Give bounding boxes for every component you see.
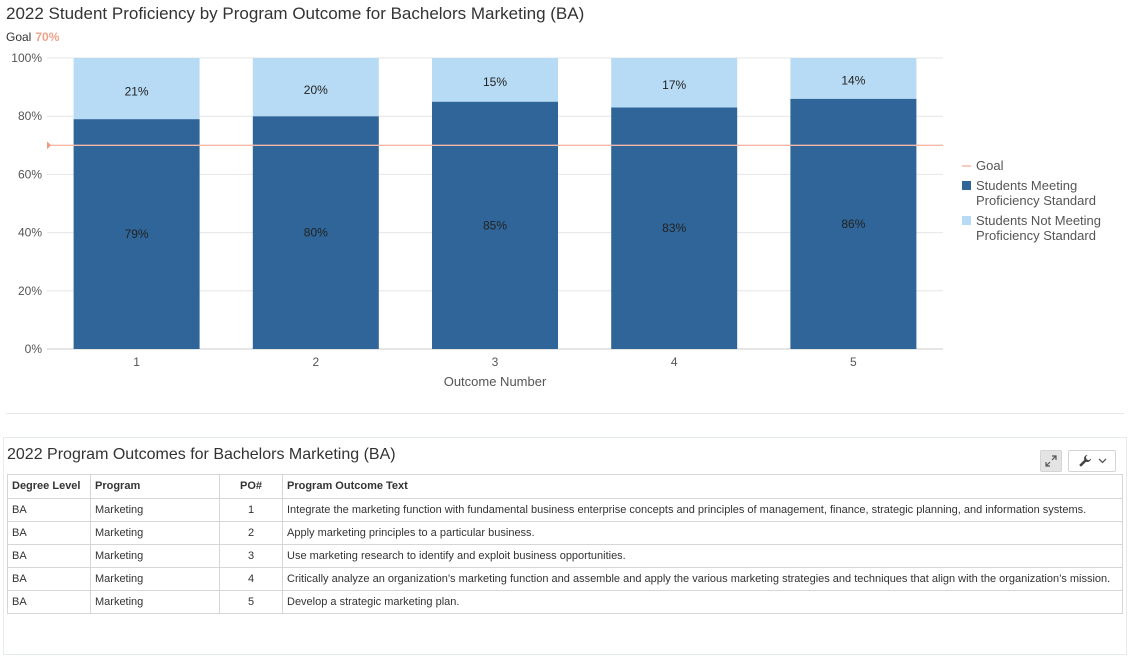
data-label: 83% <box>662 221 686 235</box>
bar-meeting <box>73 119 200 349</box>
legend-label: Proficiency Standard <box>976 228 1096 243</box>
cell-degree-level: BA <box>7 567 91 591</box>
bar-meeting <box>790 98 917 350</box>
bar-not-meeting <box>790 58 917 99</box>
table-row: BA Marketing 3 Use marketing research to… <box>7 544 1123 568</box>
data-label: 85% <box>483 218 507 232</box>
cell-po-number: 4 <box>219 567 283 591</box>
data-label: 14% <box>841 73 865 87</box>
cell-program: Marketing <box>90 544 220 568</box>
cell-degree-level: BA <box>7 590 91 614</box>
bar-meeting <box>432 101 558 350</box>
cell-po-number: 5 <box>219 590 283 614</box>
goal-marker <box>47 141 51 150</box>
y-tick-label: 40% <box>18 226 42 240</box>
x-tick-label: 5 <box>850 355 857 369</box>
x-tick-label: 1 <box>133 355 140 369</box>
goal-caption-value: 70% <box>35 30 60 44</box>
column-header[interactable]: PO# <box>219 474 283 499</box>
y-tick-label: 60% <box>18 167 42 181</box>
x-axis-label: Outcome Number <box>444 374 547 389</box>
cell-outcome-text: Apply marketing principles to a particul… <box>282 521 1123 545</box>
section-divider <box>6 413 1124 414</box>
bar-meeting <box>611 107 738 349</box>
y-tick-label: 80% <box>18 109 42 123</box>
cell-program: Marketing <box>90 567 220 591</box>
table-row: BA Marketing 1 Integrate the marketing f… <box>7 498 1123 522</box>
column-header[interactable]: Program Outcome Text <box>282 474 1123 499</box>
panel-title: 2022 Program Outcomes for Bachelors Mark… <box>7 446 396 463</box>
bar-not-meeting <box>432 58 558 102</box>
bar-not-meeting <box>252 58 379 117</box>
column-header[interactable]: Program <box>90 474 220 499</box>
goal-caption: Goal 70% <box>6 30 59 44</box>
data-label: 20% <box>304 83 328 97</box>
data-label: 86% <box>841 217 865 231</box>
cell-program: Marketing <box>90 590 220 614</box>
program-outcomes-table: Degree Level Program PO# Program Outcome… <box>7 474 1123 614</box>
y-tick-label: 0% <box>25 342 43 356</box>
data-label: 21% <box>125 85 149 99</box>
cell-degree-level: BA <box>7 498 91 522</box>
y-tick-label: 20% <box>18 284 42 298</box>
legend-label: Proficiency Standard <box>976 193 1096 208</box>
table-row: BA Marketing 5 Develop a strategic marke… <box>7 590 1123 614</box>
expand-button[interactable] <box>1040 450 1062 472</box>
cell-outcome-text: Critically analyze an organization’s mar… <box>282 567 1123 591</box>
x-tick-label: 4 <box>671 355 678 369</box>
cell-po-number: 1 <box>219 498 283 522</box>
x-tick-label: 2 <box>312 355 319 369</box>
data-label: 17% <box>662 78 686 92</box>
cell-degree-level: BA <box>7 544 91 568</box>
data-label: 79% <box>125 227 149 241</box>
goal-caption-label: Goal <box>6 30 32 44</box>
x-tick-label: 3 <box>492 355 499 369</box>
cell-degree-level: BA <box>7 521 91 545</box>
bar-not-meeting <box>73 58 200 120</box>
wrench-icon <box>1078 455 1091 467</box>
proficiency-chart: 0% 20% 40% 60% 80% 100% 79% 21% 1 80% 20% 2 85% 15% 3 8… <box>11 51 1101 389</box>
bar-meeting <box>252 116 379 349</box>
chart-title: 2022 Student Proficiency by Program Outc… <box>6 4 585 23</box>
cell-po-number: 3 <box>219 544 283 568</box>
cell-outcome-text: Use marketing research to identify and e… <box>282 544 1123 568</box>
table-row: BA Marketing 2 Apply marketing principle… <box>7 521 1123 545</box>
program-outcomes-panel: 2022 Program Outcomes for Bachelors Mark… <box>3 437 1127 655</box>
data-label: 80% <box>304 226 328 240</box>
cell-po-number: 2 <box>219 521 283 545</box>
cell-program: Marketing <box>90 498 220 522</box>
cell-outcome-text: Integrate the marketing function with fu… <box>282 498 1123 522</box>
legend-label: Students Meeting <box>976 178 1077 193</box>
expand-icon <box>1045 455 1057 467</box>
table-header-row: Degree Level Program PO# Program Outcome… <box>7 474 1123 499</box>
y-tick-label: 100% <box>11 51 42 65</box>
legend-label: Students Not Meeting <box>976 213 1101 228</box>
legend-goal-label: Goal <box>976 158 1004 173</box>
column-header[interactable]: Degree Level <box>7 474 91 499</box>
chevron-down-icon <box>1098 458 1106 464</box>
table-row: BA Marketing 4 Critically analyze an org… <box>7 567 1123 591</box>
legend-swatch <box>962 216 971 225</box>
tools-menu-button[interactable] <box>1068 450 1116 472</box>
cell-outcome-text: Develop a strategic marketing plan. <box>282 590 1123 614</box>
bar-not-meeting <box>611 58 738 108</box>
cell-program: Marketing <box>90 521 220 545</box>
legend-swatch <box>962 181 971 190</box>
data-label: 15% <box>483 75 507 89</box>
